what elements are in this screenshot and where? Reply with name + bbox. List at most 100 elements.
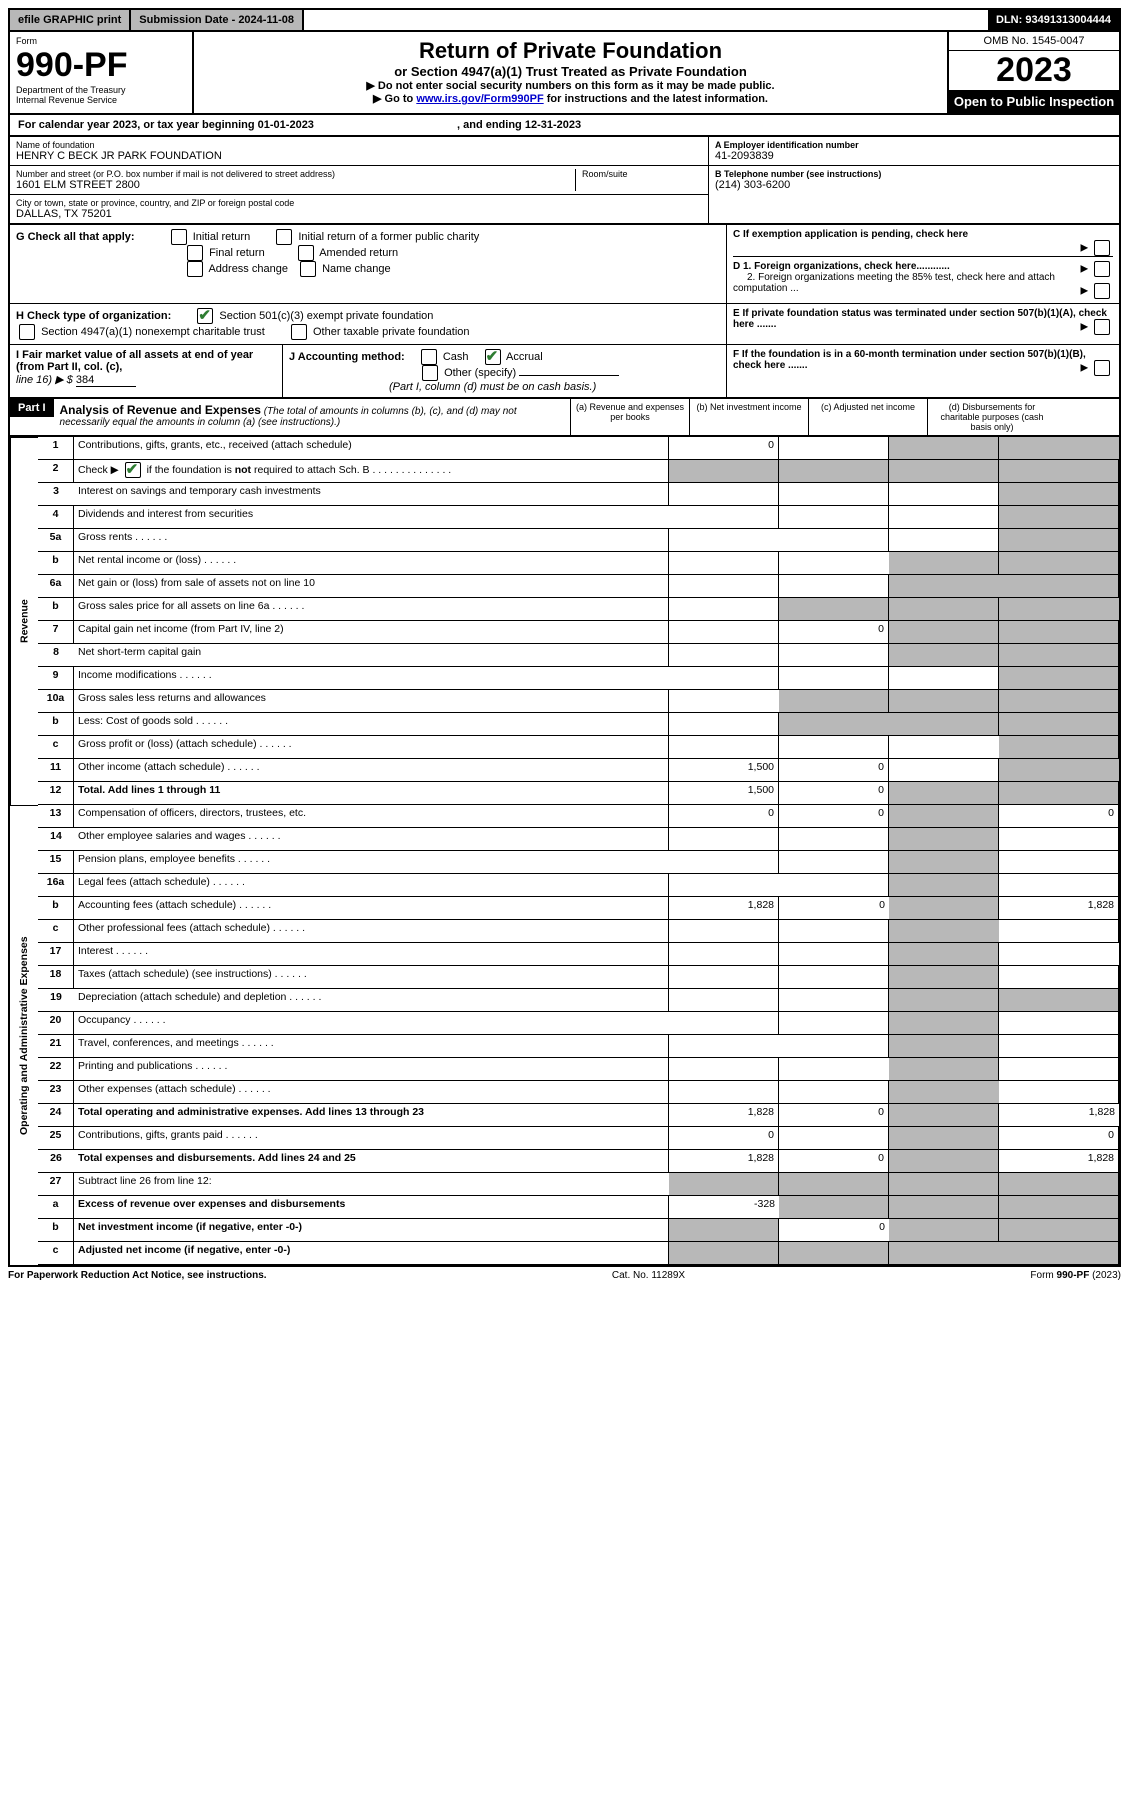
col-a-14: 1,500 [669,759,779,782]
dln-label: DLN: 93491313004444 [988,10,1119,30]
street-address: 1601 ELM STREET 2800 [16,179,575,191]
initial-former-checkbox[interactable] [276,229,292,245]
final-return-checkbox[interactable] [187,245,203,261]
open-to-public: Open to Public Inspection [949,90,1119,113]
foreign-org-checkbox[interactable] [1094,261,1110,277]
address-change-checkbox[interactable] [187,261,203,277]
col-d-22 [999,943,1119,966]
address-label: Number and street (or P.O. box number if… [16,169,575,179]
col-a-31: 1,828 [669,1150,779,1173]
line-number-27: 22 [38,1058,74,1081]
col-c-31 [889,1150,999,1173]
other-method-checkbox[interactable] [422,365,438,381]
form-subtitle: or Section 4947(a)(1) Trust Treated as P… [200,64,941,79]
line-number-7: b [38,598,74,621]
col-a-20: 1,828 [669,897,779,920]
col-a-28 [669,1081,779,1104]
amended-return-checkbox[interactable] [298,245,314,261]
4947-checkbox[interactable] [19,324,35,340]
col-b-32 [779,1173,889,1196]
col-a-18 [669,851,779,874]
line-number-8: 7 [38,621,74,644]
status-terminated-checkbox[interactable] [1094,319,1110,335]
efile-print-button[interactable]: efile GRAPHIC print [10,10,131,30]
line-desc-5: Net rental income or (loss) . . . . . . [74,552,669,575]
col-c-25 [889,1012,999,1035]
line-desc-18: Pension plans, employee benefits . . . .… [74,851,669,874]
initial-return-checkbox[interactable] [171,229,187,245]
line-desc-16: Compensation of officers, directors, tru… [74,805,669,828]
c-label: C If exemption application is pending, c… [733,229,968,240]
line-desc-23: Taxes (attach schedule) (see instruction… [74,966,669,989]
col-d-15 [999,782,1119,805]
line-number-35: c [38,1242,74,1265]
opex-section-label: Operating and Administrative Expenses [10,805,38,1265]
accrual-checkbox[interactable] [485,349,501,365]
line-desc-7: Gross sales price for all assets on line… [74,598,669,621]
col-c-26 [889,1035,999,1058]
col-a-25 [669,1012,779,1035]
line-number-28: 23 [38,1081,74,1104]
form990pf-link[interactable]: www.irs.gov/Form990PF [416,93,543,105]
part-i-header: Part I Analysis of Revenue and Expenses … [8,399,1121,437]
initial-former-label: Initial return of a former public charit… [298,231,479,243]
col-c-15 [889,782,999,805]
line-desc-31: Total expenses and disbursements. Add li… [74,1150,669,1173]
line-number-29: 24 [38,1104,74,1127]
col-a-10 [669,667,779,690]
col-b-13 [779,736,889,759]
col-d-10 [999,667,1119,690]
line-desc-20: Accounting fees (attach schedule) . . . … [74,897,669,920]
60month-checkbox[interactable] [1094,360,1110,376]
col-c-35 [889,1242,999,1265]
col-d-9 [999,644,1119,667]
col-b-16: 0 [779,805,889,828]
d2-label: 2. Foreign organizations meeting the 85%… [733,272,1055,294]
col-a-3 [669,506,779,529]
501c3-checkbox[interactable] [197,308,213,324]
col-a-35 [669,1242,779,1265]
col-b-6 [779,575,889,598]
cal-begin: 01-01-2023 [258,119,314,131]
col-b-5 [779,552,889,575]
col-d-5 [999,552,1119,575]
col-a-header: (a) Revenue and expenses per books [570,399,689,435]
line-number-18: 15 [38,851,74,874]
line-number-4: 5a [38,529,74,552]
col-b-11 [779,690,889,713]
col-a-13 [669,736,779,759]
col-b-26 [779,1035,889,1058]
col-a-12 [669,713,779,736]
col-a-34 [669,1219,779,1242]
col-b-14: 0 [779,759,889,782]
row-g-c: G Check all that apply: Initial return I… [8,225,1121,304]
schB-not-required-checkbox[interactable] [125,462,141,478]
cash-checkbox[interactable] [421,349,437,365]
col-d-12 [999,713,1119,736]
line-number-23: 18 [38,966,74,989]
line-number-32: 27 [38,1173,74,1196]
top-bar: efile GRAPHIC print Submission Date - 20… [8,8,1121,32]
col-d-35 [999,1242,1119,1265]
col-c-19 [889,874,999,897]
col-c-header: (c) Adjusted net income [808,399,927,435]
col-d-19 [999,874,1119,897]
other-taxable-checkbox[interactable] [291,324,307,340]
col-b-8: 0 [779,621,889,644]
col-c-13 [889,736,999,759]
col-b-33 [779,1196,889,1219]
line-desc-32: Subtract line 26 from line 12: [74,1173,669,1196]
exemption-pending-checkbox[interactable] [1094,240,1110,256]
line-desc-30: Contributions, gifts, grants paid . . . … [74,1127,669,1150]
tax-year: 2023 [949,51,1119,90]
line-number-17: 14 [38,828,74,851]
line-number-13: c [38,736,74,759]
foreign-85-checkbox[interactable] [1094,283,1110,299]
col-a-30: 0 [669,1127,779,1150]
accrual-label: Accrual [506,351,543,363]
i-line16: line 16) ▶ $ [16,374,73,386]
name-change-checkbox[interactable] [300,261,316,277]
j-label: J Accounting method: [289,351,405,363]
col-b-2 [779,483,889,506]
form-ref: Form 990-PF (2023) [1030,1270,1121,1281]
